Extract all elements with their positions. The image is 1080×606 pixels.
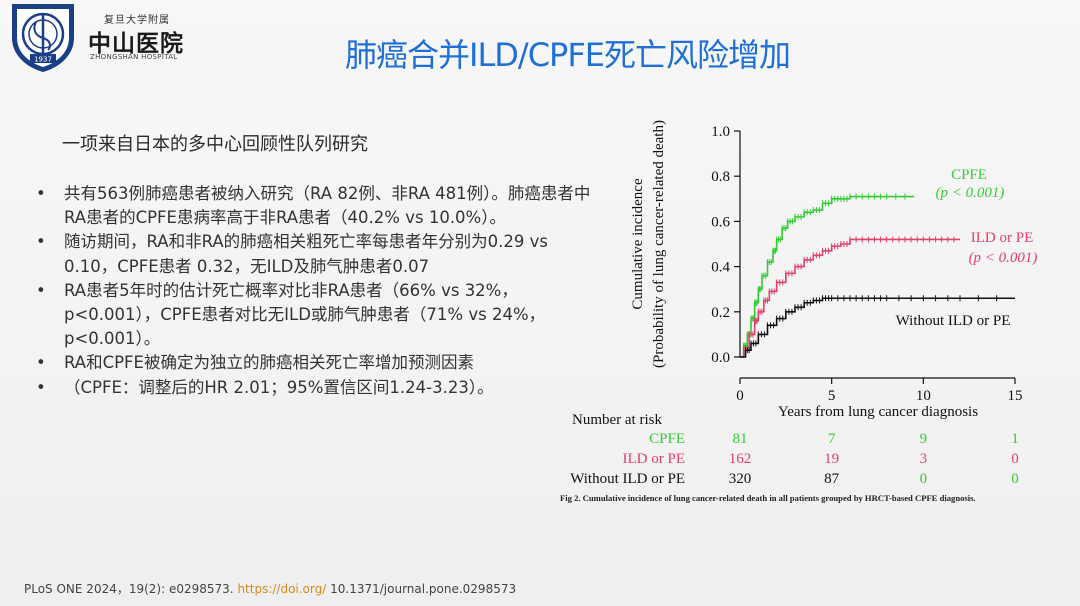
figure-caption: Fig 2. Cumulative incidence of lung canc… (560, 493, 976, 503)
logo-subtitle: 复旦大学附属 (104, 15, 170, 26)
bullet-text: （CPFE：调整后的HR 2.01；95%置信区间1.24-3.23）。 (64, 377, 494, 397)
risk-value: 9 (920, 431, 928, 447)
chart-series (740, 193, 1015, 358)
risk-value: 7 (828, 431, 836, 447)
legend-ild-pvalue: (p < 0.001) (969, 250, 1038, 266)
doi-link[interactable]: https://doi.org/ (237, 582, 327, 596)
y-tick-label: 0.8 (711, 169, 730, 185)
x-tick-label: 0 (736, 388, 744, 404)
legend-ild: ILD or PE (971, 230, 1034, 246)
x-tick-label: 10 (916, 388, 931, 404)
citation-text: PLoS ONE 2024，19(2): e0298573. (24, 582, 234, 596)
risk-value: 3 (920, 451, 928, 467)
chart-axes (739, 131, 1015, 379)
y-tick-label: 0.6 (711, 214, 730, 230)
legend-cpfe-pvalue: (p < 0.001) (936, 185, 1005, 201)
risk-row-label: ILD or PE (623, 451, 686, 467)
logo-english: ZHONGSHAN HOSPITAL (90, 53, 178, 61)
risk-value: 320 (729, 471, 752, 487)
bullet-dot: • (36, 232, 46, 252)
y-tick-label: 1.0 (711, 124, 730, 140)
y-tick-label: 0.4 (711, 260, 730, 276)
bullet-item: • 共有563例肺癌患者被纳入研究（RA 82例、非RA 481例）。肺癌患者中R… (36, 182, 596, 230)
y-tick-label: 0.0 (711, 350, 730, 366)
risk-row-label: Without ILD or PE (570, 471, 685, 487)
y-ticks: 0.0 0.2 0.4 0.6 0.8 1.0 (711, 124, 740, 366)
logo-year: 1937 (34, 56, 52, 64)
risk-value: 162 (729, 451, 752, 467)
risk-table: CPFE 81 7 9 1 ILD or PE 162 19 3 0 Without ILD or … (570, 431, 1019, 487)
doi-number: 10.1371/journal.pone.0298573 (330, 582, 517, 596)
y-axis-label-line1: Cumulative incidence (630, 178, 646, 310)
bullet-text: RA患者5年时的估计死亡概率对比非RA患者（66% vs 32%，p<0.001… (64, 280, 546, 349)
bullet-text: RA和CPFE被确定为独立的肺癌相关死亡率增加预测因素 (64, 353, 474, 373)
bullet-dot: • (36, 280, 46, 300)
bullet-text: 随访期间，RA和非RA的肺癌相关粗死亡率每患者年分别为0.29 vs 0.10，… (64, 232, 549, 276)
risk-value: 87 (824, 471, 840, 487)
x-tick-label: 5 (828, 388, 836, 404)
legend-cpfe: CPFE (951, 167, 987, 183)
risk-table-header: Number at risk (572, 412, 662, 428)
citation-footer: PLoS ONE 2024，19(2): e0298573. https://d… (24, 580, 516, 597)
bullet-item: • RA患者5年时的估计死亡概率对比非RA患者（66% vs 32%，p<0.00… (36, 279, 596, 352)
bullet-dot: • (36, 184, 46, 203)
risk-value: 19 (824, 451, 839, 467)
bullet-dot: • (36, 377, 46, 397)
intro-text: 一项来自日本的多中心回顾性队列研究 (62, 134, 368, 155)
risk-value: 0 (1011, 471, 1019, 487)
hospital-emblem-icon: 1937 (12, 4, 74, 72)
logo-name: 中山医院 (88, 31, 184, 57)
bullet-item: • RA和CPFE被确定为独立的肺癌相关死亡率增加预测因素 (36, 351, 596, 375)
y-axis-label-line2: (Probability of lung cancer-related deat… (651, 120, 667, 368)
x-axis-label: Years from lung cancer diagnosis (778, 404, 978, 420)
risk-value: 0 (1011, 451, 1019, 467)
risk-value: 81 (733, 431, 748, 447)
y-tick-label: 0.2 (711, 305, 730, 321)
x-tick-label: 15 (1008, 388, 1023, 404)
x-ticks: 0 5 10 15 (736, 378, 1023, 404)
risk-value: 1 (1011, 431, 1019, 447)
bullet-dot: • (36, 353, 46, 373)
bullet-item: • （CPFE：调整后的HR 2.01；95%置信区间1.24-3.23）。 (36, 376, 596, 400)
slide-title: 肺癌合并ILD/CPFE死亡风险增加 (345, 36, 791, 74)
bullet-list: • 共有563例肺癌患者被纳入研究（RA 82例、非RA 481例）。肺癌患者中R… (36, 182, 596, 400)
risk-row-label: CPFE (649, 431, 685, 447)
hospital-logo: 1937 复旦大学附属 中山医院 ZHONGSHAN HOSPITAL (6, 0, 206, 76)
legend-without: Without ILD or PE (896, 313, 1011, 329)
bullet-item: • 随访期间，RA和非RA的肺癌相关粗死亡率每患者年分别为0.29 vs 0.10… (36, 230, 596, 278)
cumulative-incidence-chart: 0.00.20.40.60.81.0 0 5 10 15 Cumulative inc… (560, 120, 1038, 503)
risk-value: 0 (920, 471, 928, 487)
bullet-text: 共有563例肺癌患者被纳入研究（RA 82例、非RA 481例）。肺癌患者中RA… (64, 184, 591, 228)
